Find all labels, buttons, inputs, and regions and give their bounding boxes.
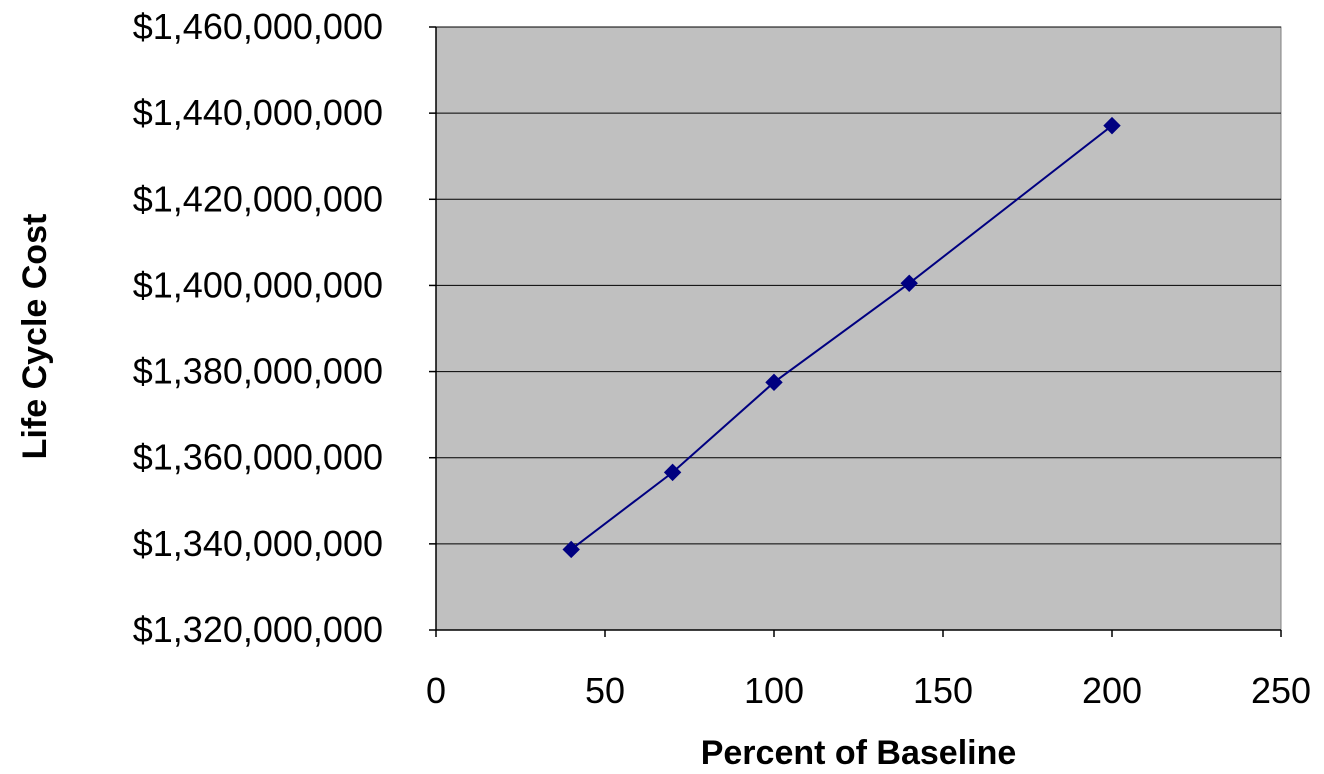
x-tick-label: 200	[1082, 670, 1142, 711]
y-tick-label: $1,360,000,000	[133, 437, 383, 478]
gridlines	[436, 26, 1281, 545]
data-point-marker	[1103, 116, 1121, 135]
plot-area	[435, 26, 1282, 631]
y-tick-label: $1,440,000,000	[133, 92, 383, 133]
y-tick-label: $1,460,000,000	[133, 6, 383, 47]
data-point-marker	[663, 463, 682, 482]
y-tick-label: $1,400,000,000	[133, 264, 383, 305]
y-tick-label: $1,340,000,000	[133, 523, 383, 564]
x-tick-label: 0	[426, 670, 446, 711]
data-point-marker	[900, 274, 918, 292]
y-tick-labels: $1,320,000,000 $1,340,000,000 $1,360,000,0…	[133, 6, 383, 650]
axes	[429, 26, 1282, 637]
x-tick-label: 100	[744, 670, 804, 711]
data-point-marker	[562, 540, 580, 559]
data-series	[562, 116, 1121, 559]
data-point-marker	[765, 373, 783, 392]
y-axis-title: Life Cycle Cost	[16, 214, 54, 460]
x-tick-label: 250	[1251, 670, 1311, 711]
x-tick-label: 50	[585, 670, 625, 711]
x-axis-title: Percent of Baseline	[701, 734, 1017, 772]
y-tick-label: $1,320,000,000	[133, 609, 383, 650]
x-tick-label: 150	[913, 670, 973, 711]
y-tick-label: $1,420,000,000	[133, 178, 383, 219]
y-tick-label: $1,380,000,000	[133, 351, 383, 392]
x-tick-labels: 0 50 100 150 200 250	[426, 670, 1311, 711]
